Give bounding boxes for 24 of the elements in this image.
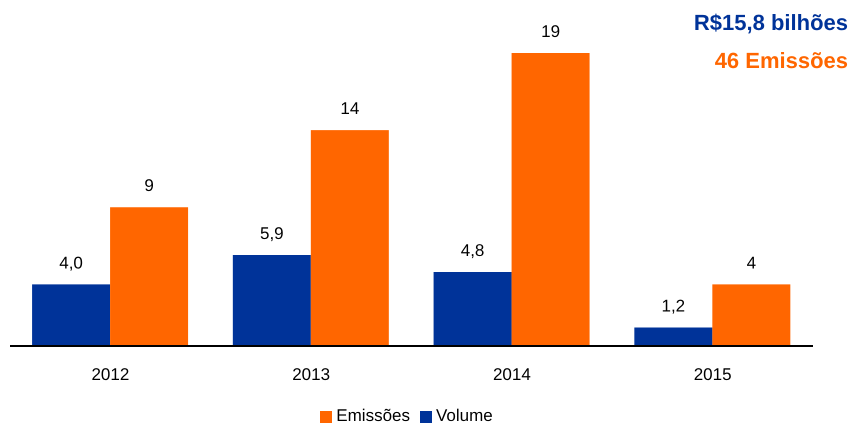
data-label: 1,2 <box>662 296 686 316</box>
bar <box>310 130 389 346</box>
bar <box>110 207 188 346</box>
text: R$15,8 bilhões <box>694 10 848 36</box>
x-tick-label: 2012 <box>91 365 130 384</box>
bar <box>434 272 512 346</box>
bar <box>512 53 590 346</box>
bar <box>712 284 790 346</box>
data-label: 4,8 <box>460 240 484 260</box>
x-tick-label: 2013 <box>292 365 330 384</box>
data-label: 4 <box>746 253 756 272</box>
data-label: 14 <box>340 99 360 118</box>
bar <box>32 284 110 346</box>
x-tick-label: 2014 <box>492 365 531 384</box>
data-label: 9 <box>144 176 154 196</box>
data-label: 19 <box>541 22 560 41</box>
bar <box>232 255 311 346</box>
legend-label: Emissões <box>336 406 410 425</box>
legend-label: Volume <box>436 406 493 425</box>
x-tick-label: 2015 <box>694 365 732 384</box>
data-label: 5,9 <box>260 224 284 244</box>
data-label: 4,0 <box>59 253 83 272</box>
annotation: 46 Emissões <box>714 48 848 74</box>
bar <box>634 327 712 346</box>
